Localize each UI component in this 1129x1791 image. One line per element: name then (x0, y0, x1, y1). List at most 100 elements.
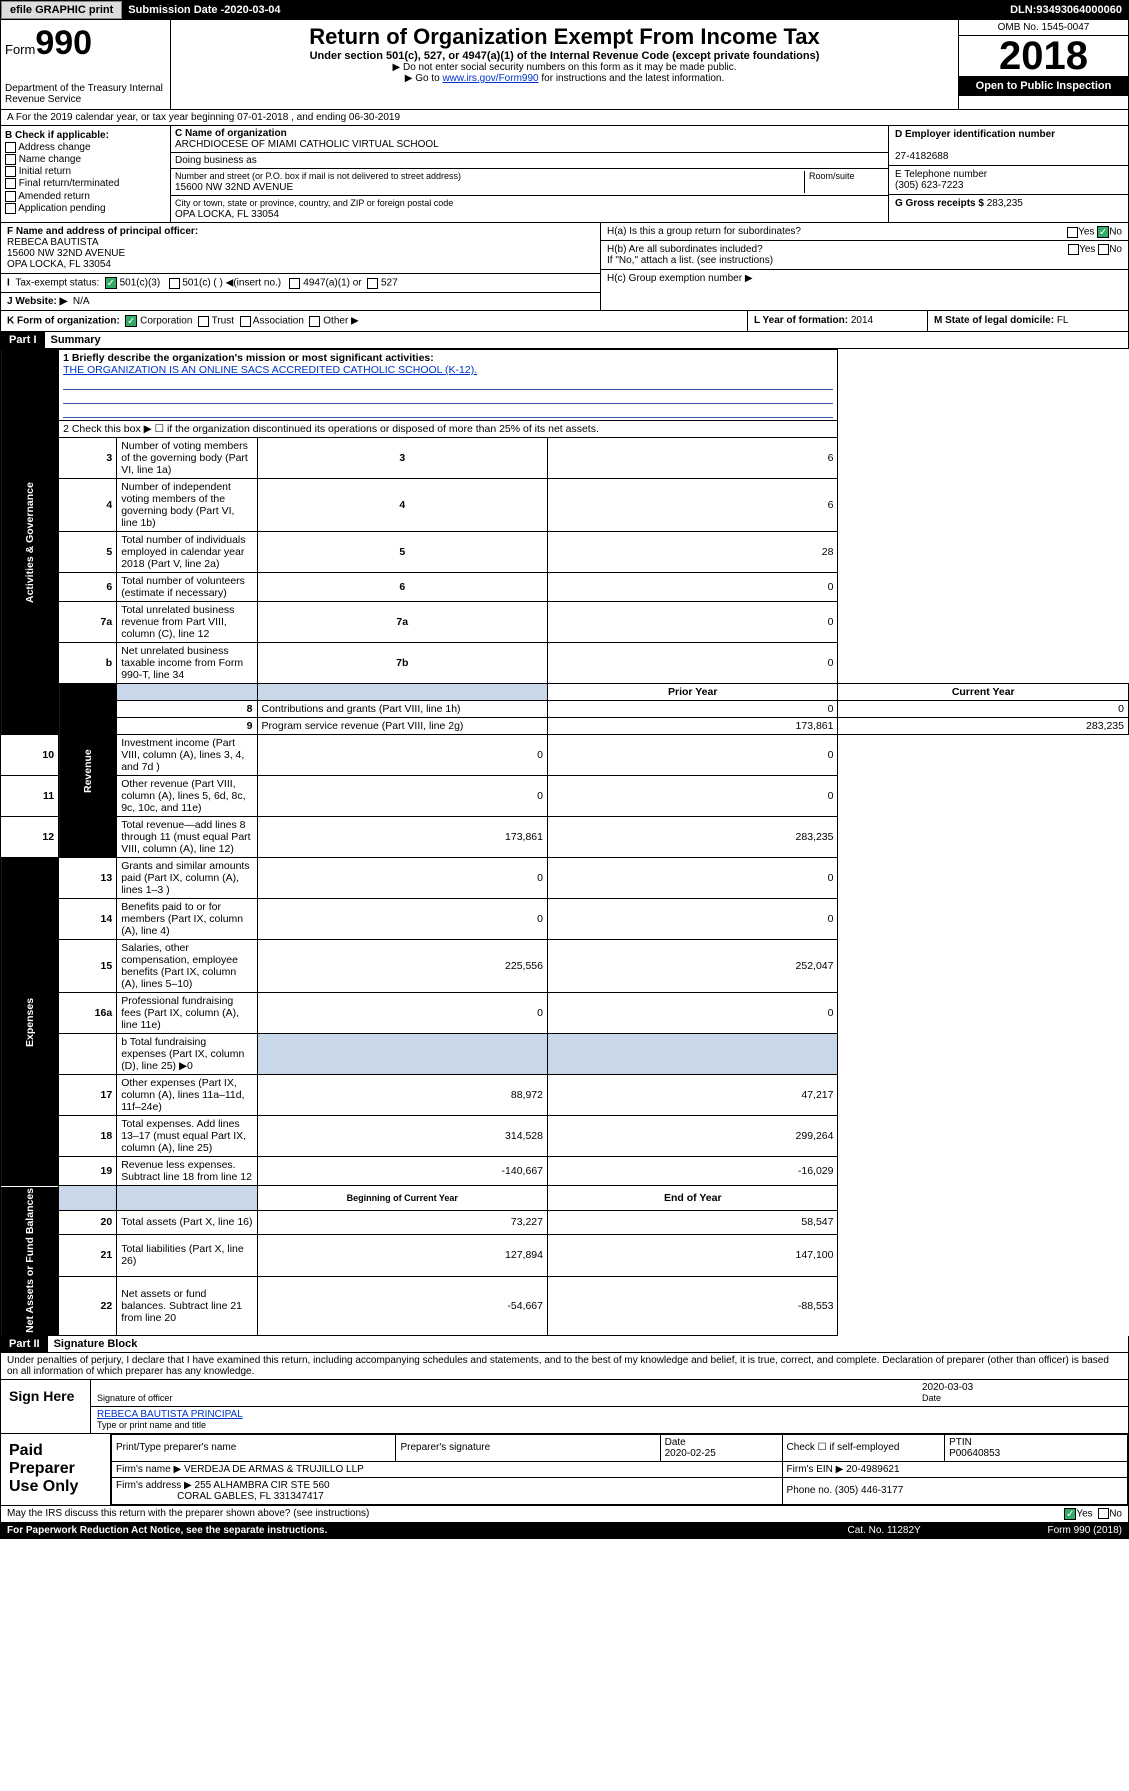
cb-trust[interactable] (198, 316, 209, 327)
line-16a: Professional fundraising fees (Part IX, … (117, 993, 257, 1034)
form-subtitle: Under section 501(c), 527, or 4947(a)(1)… (175, 50, 954, 62)
line-5: Total number of individuals employed in … (117, 532, 257, 573)
ptin: P00640853 (949, 1448, 1000, 1459)
form-number: Form990 (5, 24, 166, 63)
cb-assoc[interactable] (240, 316, 251, 327)
sig-officer-label: Signature of officer (97, 1393, 172, 1403)
cb-address-change[interactable]: Address change (5, 142, 166, 153)
line-22: Net assets or fund balances. Subtract li… (117, 1276, 257, 1335)
ha-yes[interactable] (1067, 227, 1078, 238)
discuss-yes[interactable]: ✓ (1064, 1508, 1076, 1520)
form-of-org: K Form of organization: ✓ Corporation Tr… (1, 311, 748, 331)
firm-ein: 20-4989621 (846, 1464, 899, 1475)
officer-name[interactable]: REBECA BAUTISTA PRINCIPAL (97, 1409, 243, 1420)
dln: DLN: 93493064000060 (1004, 1, 1128, 19)
col-b: B Check if applicable: Address change Na… (1, 126, 171, 222)
irs-discuss-row: May the IRS discuss this return with the… (0, 1506, 1129, 1523)
sig-date-label: Date (922, 1393, 941, 1403)
line-13: Grants and similar amounts paid (Part IX… (117, 858, 257, 899)
tab-net-assets: Net Assets or Fund Balances (1, 1186, 59, 1336)
section-bcde: B Check if applicable: Address change Na… (0, 126, 1129, 223)
line-11: Other revenue (Part VIII, column (A), li… (117, 776, 257, 817)
col-eoy: End of Year (548, 1186, 838, 1211)
form-header: Form990 Department of the Treasury Inter… (0, 20, 1129, 110)
self-employed-check[interactable]: Check ☐ if self-employed (782, 1434, 945, 1461)
tab-revenue: Revenue (59, 684, 117, 858)
line-3: Number of voting members of the governin… (117, 438, 257, 479)
irs-link[interactable]: www.irs.gov/Form990 (442, 73, 538, 84)
cb-527[interactable] (367, 278, 378, 289)
tab-expenses: Expenses (1, 858, 59, 1186)
telephone: E Telephone number(305) 623-7223 (889, 166, 1128, 195)
section-fhij: F Name and address of principal officer:… (0, 223, 1129, 311)
col-boy: Beginning of Current Year (257, 1186, 547, 1211)
line-8: Contributions and grants (Part VIII, lin… (257, 701, 547, 718)
cb-corp[interactable]: ✓ (125, 315, 137, 327)
line-16b: b Total fundraising expenses (Part IX, c… (117, 1034, 257, 1075)
cb-501c[interactable] (169, 278, 180, 289)
preparer-sig-hdr: Preparer's signature (396, 1434, 660, 1461)
website: J Website: ▶ N/A (1, 293, 600, 310)
line-7b: Net unrelated business taxable income fr… (117, 643, 257, 684)
line-20: Total assets (Part X, line 16) (117, 1210, 257, 1235)
part-1-table: Activities & Governance 1 Briefly descri… (0, 349, 1129, 1336)
cb-initial-return[interactable]: Initial return (5, 166, 166, 177)
part-2-header: Part IISignature Block (0, 1336, 1129, 1353)
sign-here-block: Sign Here Signature of officer 2020-03-0… (0, 1380, 1129, 1434)
mission-text[interactable]: THE ORGANIZATION IS AN ONLINE SACS ACCRE… (63, 364, 477, 376)
line-17: Other expenses (Part IX, column (A), lin… (117, 1075, 257, 1116)
gross-receipts: G Gross receipts $ 283,235 (889, 195, 1128, 212)
form-note-2: ▶ Go to www.irs.gov/Form990 for instruct… (175, 73, 954, 84)
firm-name: VERDEJA DE ARMAS & TRUJILLO LLP (184, 1464, 364, 1475)
ha-no[interactable]: ✓ (1097, 226, 1109, 238)
dept-treasury: Department of the Treasury Internal Reve… (5, 83, 166, 105)
line-6: Total number of volunteers (estimate if … (117, 573, 257, 602)
org-name: C Name of organizationARCHDIOCESE OF MIA… (171, 126, 888, 153)
col-prior-year: Prior Year (548, 684, 838, 701)
line-19: Revenue less expenses. Subtract line 18 … (117, 1157, 257, 1186)
top-bar: efile GRAPHIC print Submission Date - 20… (0, 0, 1129, 20)
line-a: A For the 2019 calendar year, or tax yea… (0, 110, 1129, 126)
efile-print-button[interactable]: efile GRAPHIC print (1, 1, 122, 19)
cb-name-change[interactable]: Name change (5, 154, 166, 165)
line-9: Program service revenue (Part VIII, line… (257, 718, 547, 735)
firm-address: 255 ALHAMBRA CIR STE 560 (195, 1480, 330, 1491)
col-current-year: Current Year (838, 684, 1129, 701)
section-klm: K Form of organization: ✓ Corporation Tr… (0, 311, 1129, 332)
perjury-declaration: Under penalties of perjury, I declare th… (0, 1353, 1129, 1380)
cb-501c3[interactable]: ✓ (105, 277, 117, 289)
paid-preparer-block: Paid Preparer Use Only Print/Type prepar… (0, 1434, 1129, 1506)
cb-final-return[interactable]: Final return/terminated (5, 178, 166, 189)
line-10: Investment income (Part VIII, column (A)… (117, 735, 257, 776)
line-2: 2 Check this box ▶ ☐ if the organization… (59, 421, 838, 438)
tax-exempt-status: I Tax-exempt status: ✓ 501(c)(3) 501(c) … (1, 274, 600, 293)
footer: For Paperwork Reduction Act Notice, see … (0, 1523, 1129, 1539)
tab-activities-governance: Activities & Governance (1, 350, 59, 735)
line-12: Total revenue—add lines 8 through 11 (mu… (117, 817, 257, 858)
line-4: Number of independent voting members of … (117, 479, 257, 532)
cb-amended[interactable]: Amended return (5, 191, 166, 202)
line-15: Salaries, other compensation, employee b… (117, 940, 257, 993)
preparer-name-hdr: Print/Type preparer's name (112, 1434, 396, 1461)
form-note-1: ▶ Do not enter social security numbers o… (175, 62, 954, 73)
line-21: Total liabilities (Part X, line 26) (117, 1235, 257, 1277)
cb-4947[interactable] (289, 278, 300, 289)
hb-yes[interactable] (1068, 244, 1079, 255)
principal-officer: F Name and address of principal officer:… (1, 223, 600, 274)
dba: Doing business as (171, 153, 888, 169)
tax-year: 2018 (959, 36, 1128, 76)
hb-no[interactable] (1098, 244, 1109, 255)
city-state: City or town, state or province, country… (171, 196, 888, 222)
line-7a: Total unrelated business revenue from Pa… (117, 602, 257, 643)
form-title: Return of Organization Exempt From Incom… (175, 24, 954, 50)
line-18: Total expenses. Add lines 13–17 (must eq… (117, 1116, 257, 1157)
cb-other[interactable] (309, 316, 320, 327)
open-to-public: Open to Public Inspection (959, 76, 1128, 96)
submission-date: Submission Date - 2020-03-04 (122, 1, 286, 19)
ein: D Employer identification number27-41826… (889, 126, 1128, 166)
discuss-no[interactable] (1098, 1508, 1109, 1519)
cb-app-pending[interactable]: Application pending (5, 203, 166, 214)
line-1-label: 1 Briefly describe the organization's mi… (63, 352, 434, 364)
h-b: H(b) Are all subordinates included? Yes … (601, 241, 1128, 270)
h-a: H(a) Is this a group return for subordin… (601, 223, 1128, 241)
